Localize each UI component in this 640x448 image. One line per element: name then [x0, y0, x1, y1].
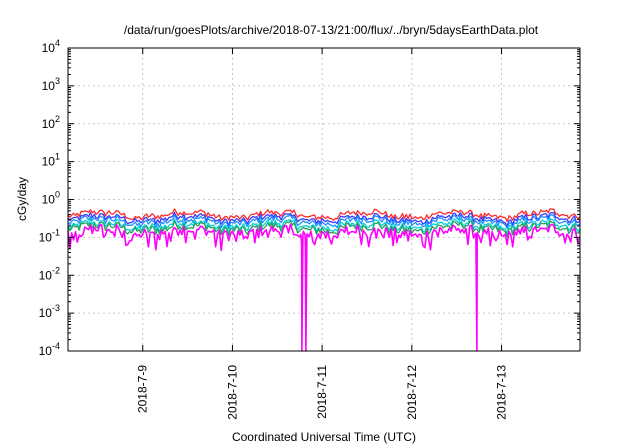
y-tick-label: 103: [42, 76, 60, 93]
y-tick-exponent: 1: [55, 152, 60, 162]
y-tick-base: 10: [42, 155, 56, 169]
y-axis-label: cGy/day: [15, 177, 29, 221]
x-tick-label: 2018-7-12: [405, 365, 419, 420]
x-axis: 2018-7-9 2018-7-10 2018-7-11 2018-7-12 2018-…: [136, 48, 509, 420]
y-tick-base: 10: [42, 117, 56, 131]
series-line: [67, 208, 581, 223]
y-tick-exponent: 3: [55, 76, 60, 86]
y-tick-base: 10: [39, 230, 53, 244]
x-tick-label: 2018-7-10: [225, 365, 239, 420]
series-line: [67, 223, 581, 352]
y-tick-base: 10: [42, 79, 56, 93]
chart-title: /data/run/goesPlots/archive/2018-07-13/2…: [124, 23, 539, 37]
y-tick-label: 10-3: [39, 303, 60, 320]
y-tick-base: 10: [39, 344, 53, 358]
y-tick-label: 101: [42, 152, 60, 169]
y-tick-base: 10: [42, 41, 56, 55]
series-line: [67, 211, 581, 227]
y-tick-label: 102: [42, 114, 60, 131]
y-tick-label: 100: [42, 190, 60, 207]
series-line: [67, 217, 581, 235]
y-tick-exponent: -3: [52, 303, 60, 313]
y-tick-base: 10: [39, 306, 53, 320]
series-line: [67, 214, 581, 230]
y-tick-base: 10: [42, 193, 56, 207]
series-line: [67, 220, 581, 238]
x-tick-label: 2018-7-9: [136, 365, 150, 413]
y-tick-label: 10-4: [39, 341, 60, 358]
y-tick-label: 10-1: [39, 227, 60, 244]
y-tick-exponent: -2: [52, 265, 60, 275]
y-tick-label: 10-2: [39, 265, 60, 282]
x-tick-label: 2018-7-11: [315, 365, 329, 419]
y-tick-exponent: 0: [55, 190, 60, 200]
y-tick-exponent: -4: [52, 341, 60, 351]
series-group: [67, 208, 581, 352]
y-tick-base: 10: [39, 268, 53, 282]
x-tick-label: 2018-7-13: [495, 365, 509, 420]
y-tick-label: 104: [42, 38, 60, 55]
y-tick-exponent: 4: [55, 38, 60, 48]
x-axis-label: Coordinated Universal Time (UTC): [232, 430, 416, 444]
y-tick-exponent: -1: [52, 227, 60, 237]
y-tick-exponent: 2: [55, 114, 60, 124]
